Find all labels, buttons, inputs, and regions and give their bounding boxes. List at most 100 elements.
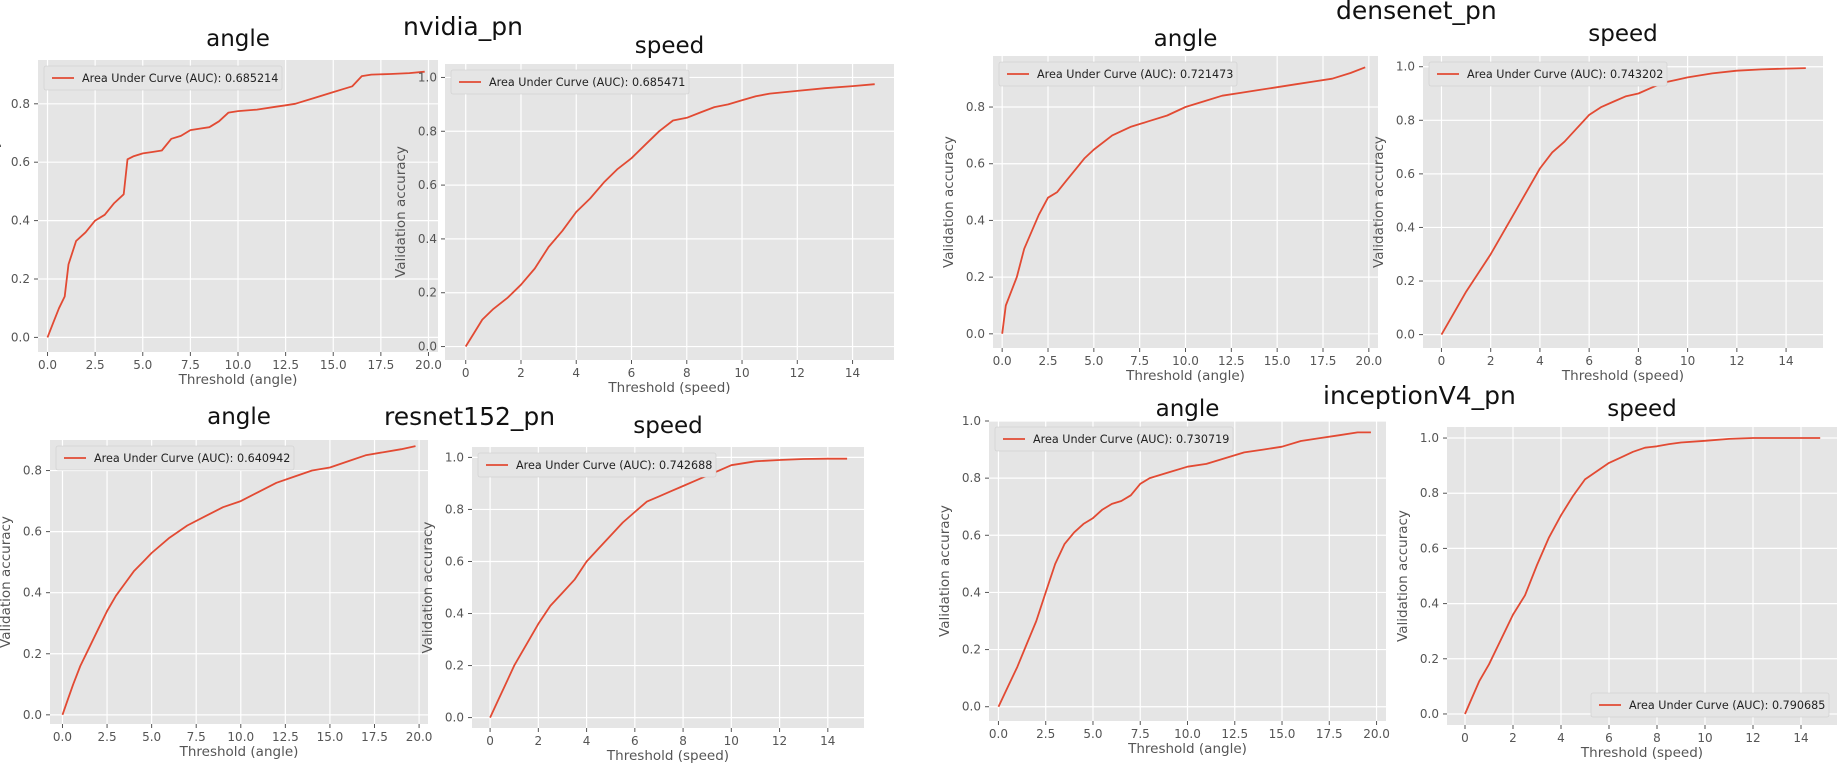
x-axis-label: Threshold (angle) bbox=[179, 744, 299, 760]
y-tick-label: 0.2 bbox=[1420, 652, 1439, 666]
x-tick-label: 0.0 bbox=[53, 730, 72, 744]
x-tick-label: 10.0 bbox=[1172, 354, 1199, 368]
x-tick-label: 2.5 bbox=[1036, 727, 1055, 741]
x-axis-label: Threshold (angle) bbox=[178, 372, 298, 388]
x-tick-label: 0 bbox=[486, 734, 494, 748]
legend: Area Under Curve (AUC): 0.790685 bbox=[1590, 692, 1830, 718]
legend: Area Under Curve (AUC): 0.685214 bbox=[43, 65, 283, 91]
y-axis-label: Validation accuracy bbox=[420, 522, 436, 654]
x-tick-label: 6 bbox=[1585, 354, 1593, 368]
legend-box bbox=[55, 445, 295, 471]
x-tick-label: 7.5 bbox=[187, 730, 206, 744]
x-tick-label: 15.0 bbox=[320, 358, 347, 372]
y-tick-label: 0.8 bbox=[966, 100, 985, 114]
legend-label: Area Under Curve (AUC): 0.743202 bbox=[1467, 68, 1663, 81]
legend: Area Under Curve (AUC): 0.742688 bbox=[477, 452, 717, 478]
x-tick-label: 0.0 bbox=[993, 354, 1012, 368]
y-tick-label: 1.0 bbox=[445, 450, 464, 464]
chart-densenet-pn-angle: 0.0 2.5 5.0 7.5 10.0 12.5 15.0 17.5 20.0 0.0 0.2 0.… bbox=[941, 26, 1382, 384]
series-line bbox=[489, 457, 848, 718]
x-tick-label: 7.5 bbox=[181, 358, 200, 372]
legend-label: Area Under Curve (AUC): 0.790685 bbox=[1629, 699, 1825, 712]
x-tick-label: 12.5 bbox=[1218, 354, 1245, 368]
y-tick-label: 0.0 bbox=[966, 327, 985, 341]
x-tick-label: 2 bbox=[517, 366, 525, 380]
x-tick-label: 17.5 bbox=[1310, 354, 1337, 368]
x-tick-label: 20.0 bbox=[415, 358, 442, 372]
legend-box bbox=[994, 426, 1234, 452]
y-tick-label: 0.0 bbox=[962, 700, 981, 714]
x-tick-label: 0 bbox=[1438, 354, 1446, 368]
plot-background bbox=[1447, 427, 1837, 725]
plot-background bbox=[50, 440, 428, 724]
legend-label: Area Under Curve (AUC): 0.640942 bbox=[94, 452, 290, 465]
chart-title: speed bbox=[1588, 21, 1657, 47]
x-tick-label: 10 bbox=[734, 366, 749, 380]
x-tick-label: 2 bbox=[535, 734, 543, 748]
x-tick-label: 17.5 bbox=[361, 730, 388, 744]
x-tick-label: 12 bbox=[772, 734, 787, 748]
y-tick-label: 0.4 bbox=[962, 585, 981, 599]
x-tick-label: 10 bbox=[1680, 354, 1695, 368]
x-tick-label: 5.0 bbox=[1083, 727, 1102, 741]
x-tick-label: 6 bbox=[628, 366, 636, 380]
x-tick-label: 17.5 bbox=[367, 358, 394, 372]
x-axis-label: Threshold (speed) bbox=[606, 748, 729, 764]
legend-label: Area Under Curve (AUC): 0.685214 bbox=[82, 72, 278, 85]
y-tick-label: 0.8 bbox=[11, 97, 30, 111]
y-axis-label: Validation accuracy bbox=[941, 136, 957, 268]
group-title-inceptionv4: inceptionV4_pn bbox=[1323, 381, 1516, 410]
y-tick-label: 0.8 bbox=[962, 471, 981, 485]
y-tick-label: 0.4 bbox=[966, 213, 985, 227]
y-axis-label: Validation accuracy bbox=[1395, 510, 1411, 642]
y-tick-label: 0.2 bbox=[1396, 274, 1415, 288]
plot-background bbox=[472, 447, 864, 728]
legend-label: Area Under Curve (AUC): 0.721473 bbox=[1037, 68, 1233, 81]
y-tick-label: 0.4 bbox=[445, 607, 464, 621]
x-tick-label: 2 bbox=[1487, 354, 1495, 368]
x-tick-label: 4 bbox=[1536, 354, 1544, 368]
y-axis-label: Validation accuracy bbox=[937, 505, 953, 637]
y-tick-label: 0.8 bbox=[445, 502, 464, 516]
legend: Area Under Curve (AUC): 0.685471 bbox=[450, 69, 690, 95]
legend: Area Under Curve (AUC): 0.730719 bbox=[994, 426, 1234, 452]
x-tick-label: 0 bbox=[1461, 731, 1469, 745]
group-title-nvidia: nvidia_pn bbox=[403, 12, 523, 41]
y-tick-label: 0.8 bbox=[1396, 113, 1415, 127]
y-tick-label: 0.4 bbox=[23, 586, 42, 600]
y-tick-label: 1.0 bbox=[1396, 60, 1415, 74]
x-axis-label: Threshold (angle) bbox=[1127, 741, 1247, 757]
y-tick-label: 0.2 bbox=[962, 643, 981, 657]
chart-inceptionv4-pn-speed: 0 2 4 6 8 10 12 14 0.0 0.2 0.4 0.6 0.8 1.0 speed Thresh… bbox=[1395, 396, 1837, 761]
group-title-densenet: densenet_pn bbox=[1336, 0, 1497, 25]
chart-title: speed bbox=[633, 413, 702, 439]
series-line bbox=[1464, 437, 1821, 715]
x-tick-label: 10.0 bbox=[225, 358, 252, 372]
y-tick-label: 0.0 bbox=[1420, 707, 1439, 721]
series-line bbox=[1440, 67, 1806, 336]
y-tick-label: 0.4 bbox=[1396, 220, 1415, 234]
y-tick-label: 0.6 bbox=[962, 528, 981, 542]
x-tick-label: 2.5 bbox=[86, 358, 105, 372]
x-tick-label: 6 bbox=[631, 734, 639, 748]
x-tick-label: 14 bbox=[1778, 354, 1793, 368]
x-tick-label: 10 bbox=[1697, 731, 1712, 745]
x-tick-label: 14 bbox=[820, 734, 835, 748]
y-tick-label: 0.6 bbox=[418, 178, 437, 192]
chart-densenet-pn-speed: 0 2 4 6 8 10 12 14 0.0 0.2 0.4 0.6 0.8 1.0 speed Thresh… bbox=[1371, 21, 1823, 384]
x-tick-label: 0.0 bbox=[38, 358, 57, 372]
plot-background bbox=[445, 64, 894, 360]
y-axis-label: Validation accuracy bbox=[393, 146, 409, 278]
x-tick-label: 10.0 bbox=[227, 730, 254, 744]
chart-nvidia-pn-angle: 0.0 2.5 5.0 7.5 10.0 12.5 15.0 17.5 20.0 0.0 0.2 0.… bbox=[0, 26, 442, 388]
x-tick-label: 20.0 bbox=[1363, 727, 1390, 741]
y-tick-label: 0.6 bbox=[11, 155, 30, 169]
legend-label: Area Under Curve (AUC): 0.730719 bbox=[1033, 433, 1229, 446]
x-tick-label: 7.5 bbox=[1131, 727, 1150, 741]
y-tick-label: 1.0 bbox=[962, 414, 981, 428]
y-axis-label: Validation accuracy bbox=[1371, 136, 1387, 268]
x-tick-label: 8 bbox=[683, 366, 691, 380]
y-tick-label: 1.0 bbox=[418, 70, 437, 84]
y-tick-label: 0.2 bbox=[418, 286, 437, 300]
